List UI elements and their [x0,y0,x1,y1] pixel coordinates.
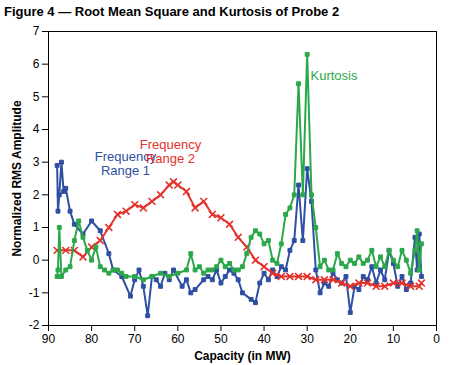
svg-text:-1: -1 [29,286,40,300]
svg-text:0: 0 [433,332,440,346]
svg-text:0: 0 [33,253,40,267]
svg-text:20: 20 [344,332,358,346]
svg-text:Kurtosis: Kurtosis [311,68,358,83]
svg-text:10: 10 [387,332,401,346]
svg-text:60: 60 [171,332,185,346]
svg-text:40: 40 [257,332,271,346]
svg-text:3: 3 [33,155,40,169]
svg-text:Normalized RMS Amplitude: Normalized RMS Amplitude [10,100,24,257]
svg-text:5: 5 [33,90,40,104]
svg-text:4: 4 [33,122,40,136]
svg-text:90: 90 [42,332,56,346]
svg-text:1: 1 [33,220,40,234]
svg-text:70: 70 [128,332,142,346]
svg-text:6: 6 [33,57,40,71]
svg-text:FrequencyRange 2: FrequencyRange 2 [140,137,202,166]
html-text:Range 1: Range 1 [100,162,151,178]
svg-text:50: 50 [214,332,228,346]
svg-text:30: 30 [300,332,314,346]
svg-text:-2: -2 [29,318,40,332]
svg-text:80: 80 [85,332,99,346]
svg-text:Capacity (in MW): Capacity (in MW) [194,349,291,363]
svg-text:2: 2 [33,188,40,202]
html-text:Figure 4 — Root Mean Square an: Figure 4 — Root Mean Square and Kurtosis… [4,4,340,19]
svg-text:7: 7 [33,24,40,38]
html-text:Frequency: Frequency [94,149,157,164]
